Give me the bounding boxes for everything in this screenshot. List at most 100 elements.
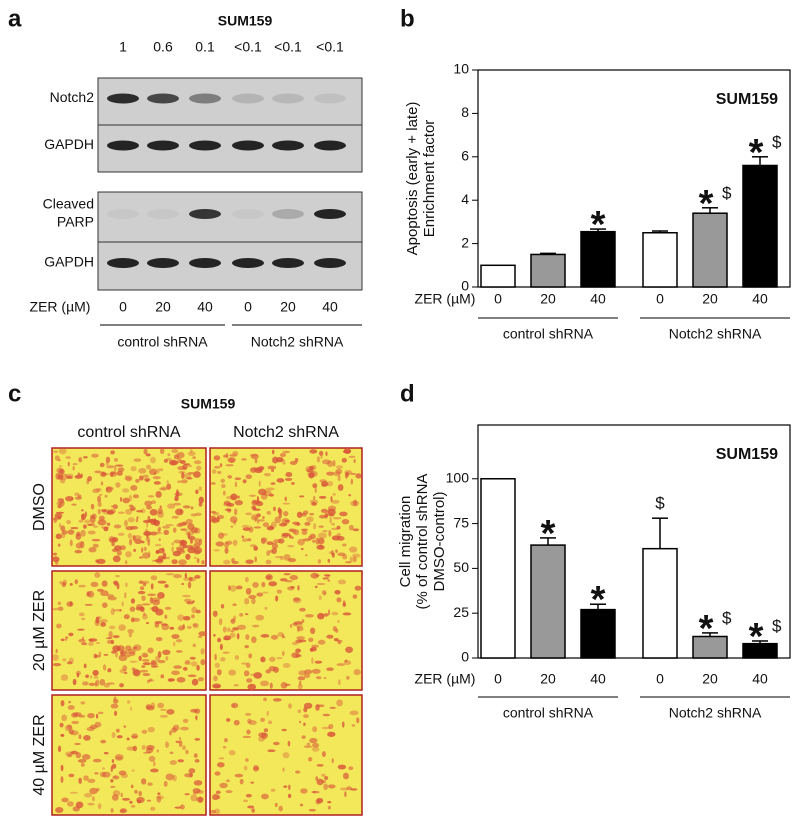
band xyxy=(232,140,264,151)
cell xyxy=(213,675,218,682)
cell xyxy=(60,532,66,539)
cell xyxy=(190,527,199,534)
cell xyxy=(102,767,105,770)
cell xyxy=(260,717,265,723)
cell xyxy=(171,546,175,553)
cell xyxy=(60,764,64,772)
row-label: GAPDH xyxy=(44,136,94,152)
cell xyxy=(268,581,278,587)
cell xyxy=(100,590,109,597)
cell xyxy=(70,497,74,500)
panel-title: SUM159 xyxy=(218,13,273,29)
cell xyxy=(276,657,283,660)
cell xyxy=(64,638,68,641)
cell xyxy=(303,745,313,748)
cell xyxy=(106,682,115,685)
band xyxy=(272,140,304,151)
cell xyxy=(342,543,347,547)
cell xyxy=(78,519,84,523)
cell xyxy=(136,510,144,513)
cell xyxy=(138,655,142,662)
cell xyxy=(66,753,73,758)
cell xyxy=(281,650,285,657)
cell xyxy=(232,603,237,607)
cell xyxy=(329,516,332,524)
cell xyxy=(281,534,289,539)
error-bar xyxy=(590,603,606,610)
cell xyxy=(100,481,104,486)
cell xyxy=(185,553,191,560)
cell xyxy=(267,465,277,470)
cell xyxy=(51,607,59,611)
cell xyxy=(266,550,271,556)
cell xyxy=(165,523,174,527)
cell xyxy=(265,574,273,581)
cell xyxy=(266,541,274,545)
cell xyxy=(174,495,179,502)
cell xyxy=(132,617,140,622)
cell xyxy=(93,653,98,659)
cell xyxy=(228,585,231,591)
cell xyxy=(254,458,258,464)
cell xyxy=(110,505,114,508)
cell xyxy=(310,627,316,635)
cell xyxy=(297,625,300,633)
cell xyxy=(159,714,169,718)
cell xyxy=(352,556,357,563)
cell xyxy=(110,808,114,813)
cell xyxy=(253,526,262,529)
cell xyxy=(112,635,120,639)
cell xyxy=(165,573,175,576)
cell xyxy=(344,791,347,798)
group-label: Notch2 shRNA xyxy=(669,705,762,721)
cell xyxy=(132,494,139,499)
cell xyxy=(192,643,196,648)
cell xyxy=(55,511,65,514)
cell xyxy=(288,535,292,539)
cell xyxy=(169,460,179,465)
cell xyxy=(317,559,322,564)
x-tick-label: 0 xyxy=(494,671,502,687)
cell xyxy=(336,536,345,541)
cell xyxy=(175,546,185,551)
cell xyxy=(111,794,119,801)
cell xyxy=(74,492,80,496)
cell xyxy=(343,660,352,666)
cell xyxy=(66,661,73,665)
band xyxy=(189,209,221,219)
cell xyxy=(97,495,102,503)
bar xyxy=(480,478,516,659)
band xyxy=(272,93,304,104)
cell xyxy=(282,461,286,465)
cell xyxy=(332,492,336,496)
cell xyxy=(271,547,278,555)
cell xyxy=(148,755,156,762)
cell xyxy=(288,528,295,532)
cell xyxy=(59,722,64,728)
row-label: Cleaved xyxy=(43,196,94,212)
cell xyxy=(265,669,271,674)
cell xyxy=(229,632,236,638)
cell xyxy=(271,542,278,550)
cell xyxy=(312,742,320,748)
cell xyxy=(251,808,255,813)
cell xyxy=(222,651,230,654)
cell xyxy=(327,805,331,810)
cell xyxy=(115,728,120,733)
cell xyxy=(287,793,292,798)
cell xyxy=(55,807,64,814)
cell xyxy=(141,603,151,606)
cell xyxy=(247,718,252,724)
cell xyxy=(353,669,361,676)
cell xyxy=(76,672,80,678)
cell xyxy=(173,641,176,647)
cell xyxy=(177,759,184,763)
cell xyxy=(320,455,323,459)
cell xyxy=(97,711,104,715)
cell xyxy=(279,522,288,527)
cell xyxy=(146,532,149,539)
cell xyxy=(195,465,202,471)
cell xyxy=(61,530,68,535)
cell xyxy=(263,697,267,702)
cell xyxy=(67,801,74,807)
